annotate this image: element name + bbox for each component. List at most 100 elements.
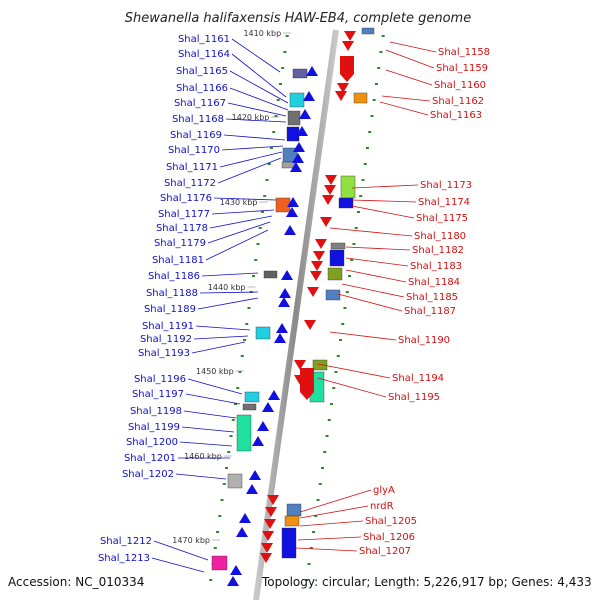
gene-label-left[interactable]: Shal_1176 xyxy=(160,193,212,204)
gene-label-right[interactable]: Shal_1159 xyxy=(436,63,488,74)
gene-label-right[interactable]: Shal_1185 xyxy=(406,292,458,303)
gene-label-left[interactable]: Shal_1201 xyxy=(124,453,176,464)
forward-gene-arrow xyxy=(279,288,291,298)
gene-label-right[interactable]: Shal_1182 xyxy=(412,245,464,256)
forward-gene-arrow xyxy=(276,323,288,333)
gene-label-right[interactable]: Shal_1174 xyxy=(418,197,470,208)
forward-gene-arrow xyxy=(246,484,258,494)
forward-gene-arrow xyxy=(284,225,296,235)
gene-label-left[interactable]: Shal_1191 xyxy=(142,321,194,332)
gene-label-left[interactable]: Shal_1171 xyxy=(166,162,218,173)
track-tick-dot xyxy=(218,515,222,517)
track-tick-dot xyxy=(258,227,262,229)
gene-label-left[interactable]: Shal_1202 xyxy=(122,469,174,480)
gene-label-right[interactable]: nrdR xyxy=(370,501,394,512)
kbp-marker-label: 1460 kbp xyxy=(184,452,222,461)
kbp-marker-label: 1410 kbp xyxy=(243,29,281,38)
gene-leader-line xyxy=(379,101,429,116)
track-tick-dot xyxy=(347,275,351,277)
gene-leader-line xyxy=(299,520,364,527)
gene-label-left[interactable]: Shal_1189 xyxy=(144,304,196,315)
track-tick-dot xyxy=(379,51,383,53)
reverse-gene-arrow xyxy=(267,495,279,505)
gene-label-right[interactable]: Shal_1180 xyxy=(414,231,466,242)
gene-label-left[interactable]: Shal_1197 xyxy=(132,389,184,400)
gene-label-left[interactable]: Shal_1168 xyxy=(172,114,224,125)
gene-label-left[interactable]: Shal_1213 xyxy=(98,553,150,564)
gene-leader-line xyxy=(345,269,407,283)
track-tick-dot xyxy=(283,51,287,53)
gene-label-right[interactable]: Shal_1183 xyxy=(410,261,462,272)
track-tick-dot xyxy=(356,211,360,213)
gene-leader-line xyxy=(187,378,243,395)
gene-leader-line xyxy=(201,272,259,277)
gene-feature xyxy=(338,197,354,209)
gene-feature xyxy=(255,326,271,340)
gene-label-right[interactable]: Shal_1173 xyxy=(420,180,472,191)
gene-label-left[interactable]: Shal_1200 xyxy=(126,437,178,448)
gene-label-right[interactable]: Shal_1206 xyxy=(363,532,415,543)
gene-leader-line xyxy=(225,118,287,123)
gene-label-left[interactable]: Shal_1169 xyxy=(170,130,222,141)
gene-label-right[interactable]: Shal_1175 xyxy=(416,213,468,224)
gene-label-right[interactable]: Shal_1184 xyxy=(408,277,460,288)
track-tick-dot xyxy=(267,163,271,165)
gene-label-right[interactable]: Shal_1207 xyxy=(359,546,411,557)
gene-label-right[interactable]: Shal_1160 xyxy=(434,80,486,91)
kbp-marker-label: 1440 kbp xyxy=(208,283,246,292)
gene-feature xyxy=(325,289,341,301)
gene-leader-line xyxy=(231,53,287,98)
gene-label-left[interactable]: Shal_1193 xyxy=(138,348,190,359)
gene-leader-line xyxy=(329,227,413,237)
forward-gene-arrow xyxy=(230,565,242,575)
gene-label-right[interactable]: Shal_1195 xyxy=(388,392,440,403)
gene-label-left[interactable]: Shal_1165 xyxy=(176,66,228,77)
gene-leader-line xyxy=(153,540,209,561)
gene-label-left[interactable]: Shal_1192 xyxy=(140,334,192,345)
gene-label-left[interactable]: Shal_1212 xyxy=(100,536,152,547)
gene-label-left[interactable]: Shal_1196 xyxy=(134,374,186,385)
gene-label-left[interactable]: Shal_1199 xyxy=(128,422,180,433)
gene-label-left[interactable]: Shal_1172 xyxy=(164,178,216,189)
gene-label-right[interactable]: Shal_1187 xyxy=(404,306,456,317)
gene-feature xyxy=(289,92,305,108)
gene-label-left[interactable]: Shal_1186 xyxy=(148,271,200,282)
gene-label-left[interactable]: Shal_1166 xyxy=(176,83,228,94)
gene-label-left[interactable]: Shal_1167 xyxy=(174,98,226,109)
gene-label-right[interactable]: Shal_1194 xyxy=(392,373,444,384)
gene-feature xyxy=(244,391,260,403)
track-tick-dot xyxy=(359,195,363,197)
gene-label-left[interactable]: Shal_1177 xyxy=(158,209,210,220)
track-tick-dot xyxy=(365,147,369,149)
gene-label-left[interactable]: Shal_1198 xyxy=(130,406,182,417)
gene-label-right[interactable]: Shal_1162 xyxy=(432,96,484,107)
track-tick-dot xyxy=(354,227,358,229)
track-tick-dot xyxy=(276,99,280,101)
track-tick-dot xyxy=(236,387,240,389)
kbp-marker-label: 1430 kbp xyxy=(220,198,258,207)
track-tick-dot xyxy=(314,515,318,517)
gene-label-right[interactable]: glyA xyxy=(373,485,395,496)
track-tick-dot xyxy=(330,403,334,405)
gene-label-right[interactable]: Shal_1158 xyxy=(438,47,490,58)
reverse-gene-arrow xyxy=(311,261,323,271)
gene-label-left[interactable]: Shal_1164 xyxy=(178,49,230,60)
gene-label-left[interactable]: Shal_1179 xyxy=(154,238,206,249)
gene-label-left[interactable]: Shal_1161 xyxy=(178,34,230,45)
gene-label-left[interactable]: Shal_1188 xyxy=(146,288,198,299)
gene-label-right[interactable]: Shal_1190 xyxy=(398,335,450,346)
track-tick-dot xyxy=(285,35,289,37)
gene-label-right[interactable]: Shal_1205 xyxy=(365,516,417,527)
gene-label-left[interactable]: Shal_1181 xyxy=(152,255,204,266)
gene-label-right[interactable]: Shal_1163 xyxy=(430,110,482,121)
gene-leader-line xyxy=(213,197,277,201)
gene-label-left[interactable]: Shal_1170 xyxy=(168,145,220,156)
gene-feature xyxy=(292,68,308,79)
track-tick-dot xyxy=(305,579,309,581)
track-tick-dot xyxy=(263,195,267,197)
track-tick-dot xyxy=(343,307,347,309)
forward-gene-arrow xyxy=(252,436,264,446)
gene-label-left[interactable]: Shal_1178 xyxy=(156,223,208,234)
reverse-gene-arrow xyxy=(340,56,354,82)
forward-gene-arrow xyxy=(281,270,293,280)
